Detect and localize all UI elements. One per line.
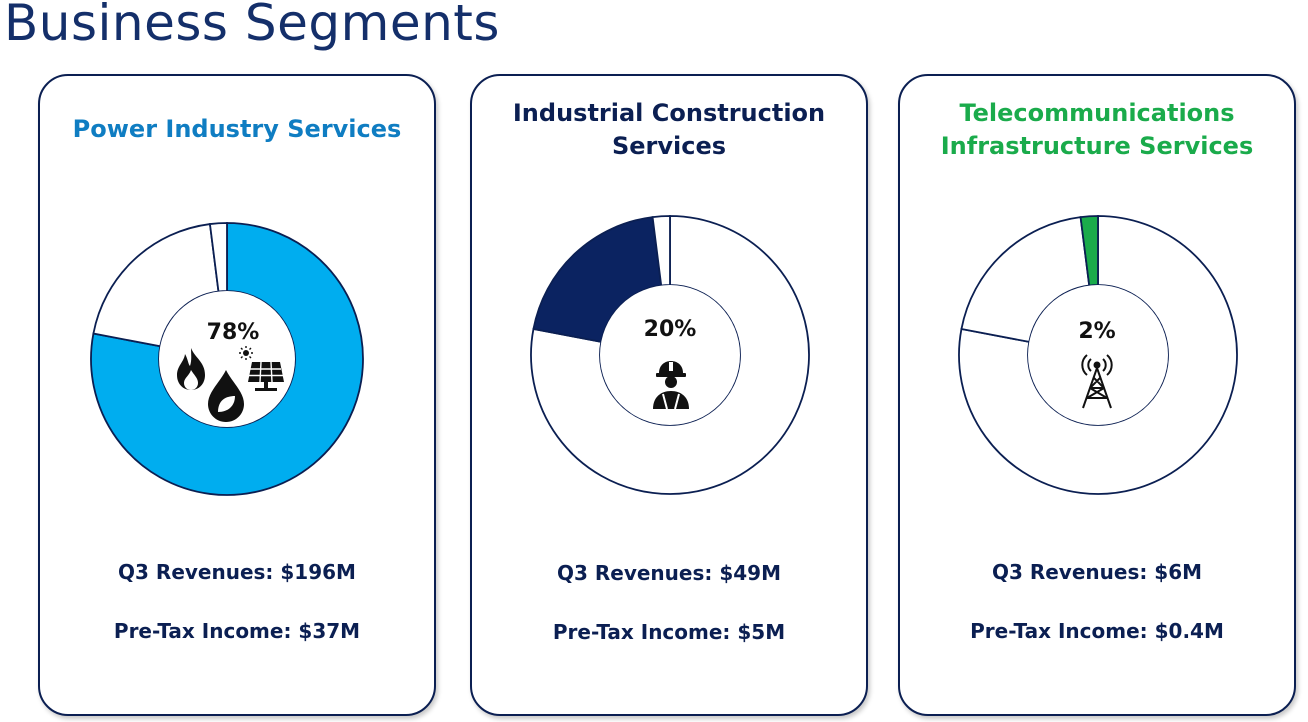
segment-title: Telecommunications Infrastructure Servic… — [940, 99, 1254, 160]
share-label: 2% — [1078, 319, 1115, 344]
q3-revenues: Q3 Revenues: $6M — [991, 560, 1203, 584]
pretax-income: Pre-Tax Income: $5M — [552, 620, 786, 644]
donut-hole — [159, 291, 295, 427]
segment-title: Industrial Construction Services — [512, 99, 826, 160]
pie-slice-power-industry-services — [530, 215, 810, 495]
cell-tower-icon — [1081, 354, 1113, 409]
donut-hole — [600, 285, 740, 425]
q3-revenues: Q3 Revenues: $196M — [118, 560, 356, 584]
segment-card-industrial: Industrial Construction Services 20% Q3 … — [470, 74, 868, 716]
share-label: 20% — [644, 317, 697, 342]
page-title: Business Segments — [4, 0, 500, 52]
donut-chart-power: 78% — [90, 222, 364, 496]
q3-revenues: Q3 Revenues: $49M — [556, 561, 781, 585]
pretax-income: Pre-Tax Income: $0.4M — [970, 619, 1224, 643]
segment-card-telecom: Telecommunications Infrastructure Servic… — [898, 74, 1296, 716]
construction-worker-icon — [653, 361, 689, 410]
donut-chart-industrial: 20% — [530, 215, 810, 495]
flame-icon — [177, 348, 205, 390]
donut-hole — [1028, 285, 1168, 425]
share-label: 78% — [207, 320, 260, 345]
segment-card-power: Power Industry Services 78% Q3 Revenues:… — [38, 74, 436, 716]
pretax-income: Pre-Tax Income: $37M — [113, 619, 361, 643]
leaf-drop-icon — [208, 370, 244, 422]
segment-title: Power Industry Services — [72, 115, 402, 143]
donut-chart-telecom: 2% — [958, 215, 1238, 495]
solar-panel-icon — [239, 346, 284, 391]
